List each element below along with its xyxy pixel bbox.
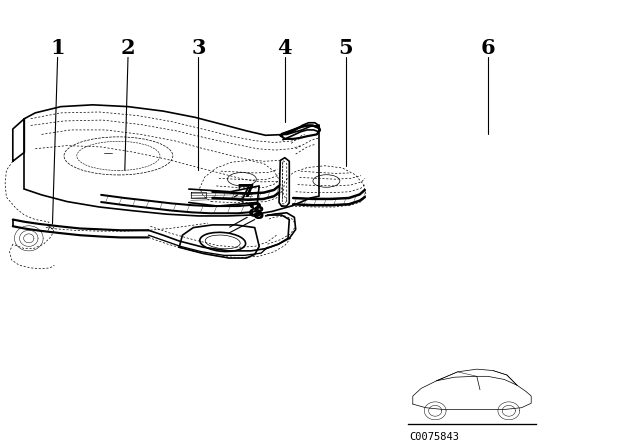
Text: 3: 3 xyxy=(191,39,205,58)
Text: 5: 5 xyxy=(339,39,353,58)
Text: 8: 8 xyxy=(248,201,262,220)
Text: 1: 1 xyxy=(51,39,65,58)
Text: 8: 8 xyxy=(253,205,265,223)
Text: C0075843: C0075843 xyxy=(410,432,460,442)
Text: 7: 7 xyxy=(236,183,250,202)
Text: 2: 2 xyxy=(121,39,135,58)
Text: 4: 4 xyxy=(278,39,292,58)
Text: 6: 6 xyxy=(481,39,495,58)
Text: 7: 7 xyxy=(243,183,255,201)
